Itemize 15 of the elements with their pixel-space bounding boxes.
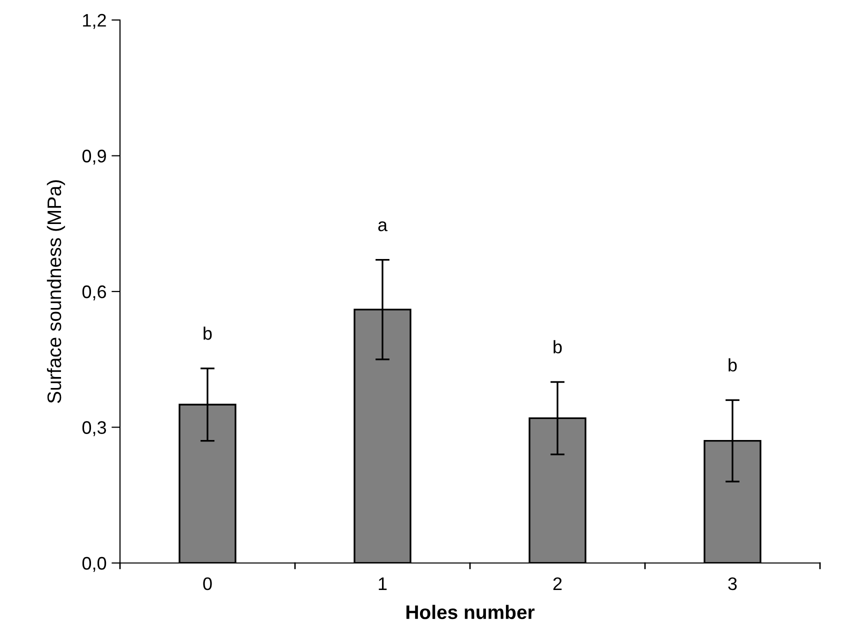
y-tick-label: 0,3 — [82, 421, 106, 436]
annotation: b — [728, 358, 737, 372]
annotation: b — [204, 326, 212, 340]
y-tick-label: 0,0 — [82, 556, 106, 572]
annotation: a — [378, 221, 388, 232]
y-tick-label: 0,6 — [82, 285, 106, 300]
y-axis-title: Surface soundness (MPa) — [46, 180, 66, 404]
x-tick-label: 0 — [203, 577, 212, 590]
y-tick-label: 0,9 — [82, 150, 106, 165]
annotation: b — [554, 340, 562, 354]
x-tick-label: 3 — [728, 577, 737, 590]
x-tick-label: 2 — [553, 577, 562, 590]
y-tick-label: 1,2 — [83, 14, 106, 29]
x-axis-title: Holes number — [406, 604, 535, 620]
x-tick-label: 1 — [378, 578, 387, 590]
